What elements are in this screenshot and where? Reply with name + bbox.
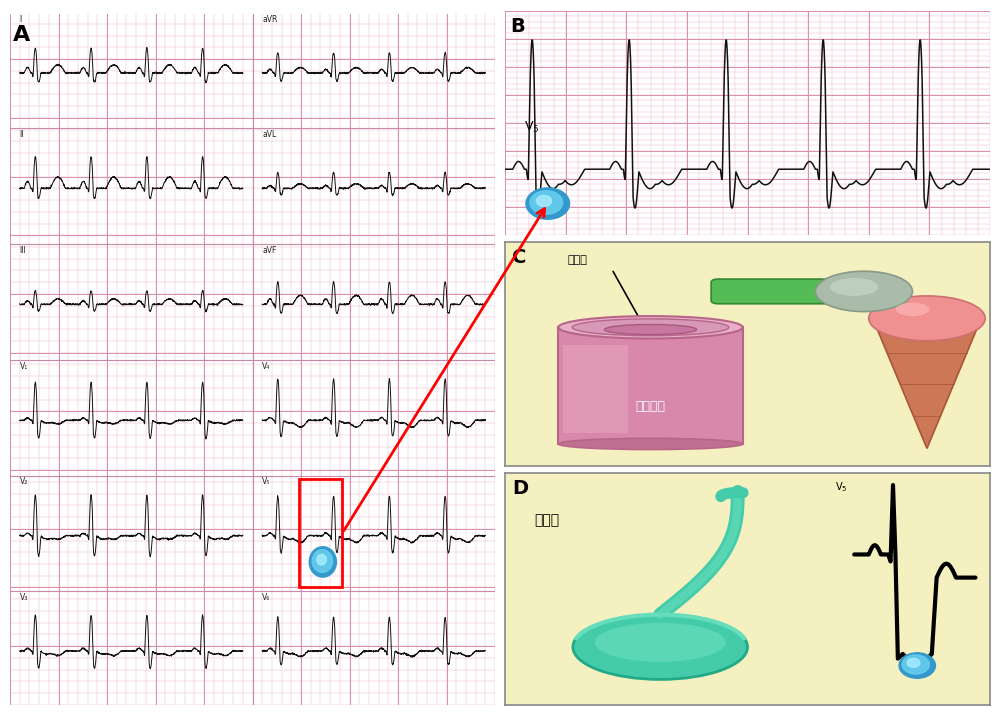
Text: aVR: aVR xyxy=(262,14,278,23)
Ellipse shape xyxy=(895,303,929,316)
Text: 长柄勺: 长柄勺 xyxy=(534,513,559,527)
Text: II: II xyxy=(20,130,24,139)
Text: A: A xyxy=(12,25,30,45)
Text: V₆: V₆ xyxy=(262,592,271,602)
FancyBboxPatch shape xyxy=(711,279,832,304)
Ellipse shape xyxy=(869,296,985,341)
Ellipse shape xyxy=(902,655,929,674)
Text: V₂: V₂ xyxy=(20,477,28,486)
Text: aVL: aVL xyxy=(262,130,276,139)
Ellipse shape xyxy=(317,555,326,565)
Text: C: C xyxy=(512,248,527,267)
Ellipse shape xyxy=(604,325,697,335)
Text: I: I xyxy=(20,14,22,23)
Ellipse shape xyxy=(572,319,729,336)
Bar xyxy=(299,479,342,587)
Text: 冰激凌桶: 冰激凌桶 xyxy=(636,400,666,413)
Text: V$_5$: V$_5$ xyxy=(835,481,847,494)
Ellipse shape xyxy=(907,659,920,667)
Polygon shape xyxy=(874,320,980,449)
Text: V₅: V₅ xyxy=(262,477,271,486)
Text: D: D xyxy=(512,479,528,498)
Ellipse shape xyxy=(309,547,336,577)
Bar xyxy=(563,345,628,433)
Text: V$_5$: V$_5$ xyxy=(524,120,540,135)
Ellipse shape xyxy=(312,550,333,572)
Text: V₁: V₁ xyxy=(20,362,28,371)
Text: aVF: aVF xyxy=(262,246,277,255)
Ellipse shape xyxy=(815,271,912,312)
Ellipse shape xyxy=(899,653,935,679)
Ellipse shape xyxy=(595,623,726,662)
Text: V₄: V₄ xyxy=(262,362,270,371)
Text: V₃: V₃ xyxy=(20,592,28,602)
Ellipse shape xyxy=(558,439,743,449)
Text: III: III xyxy=(20,246,26,255)
Text: 勺形洞: 勺形洞 xyxy=(568,255,588,265)
Ellipse shape xyxy=(573,614,748,679)
Ellipse shape xyxy=(530,191,563,214)
Ellipse shape xyxy=(558,316,743,338)
Ellipse shape xyxy=(526,188,570,219)
Ellipse shape xyxy=(830,278,878,296)
Text: B: B xyxy=(510,17,525,36)
Bar xyxy=(558,328,743,444)
Ellipse shape xyxy=(536,195,552,206)
